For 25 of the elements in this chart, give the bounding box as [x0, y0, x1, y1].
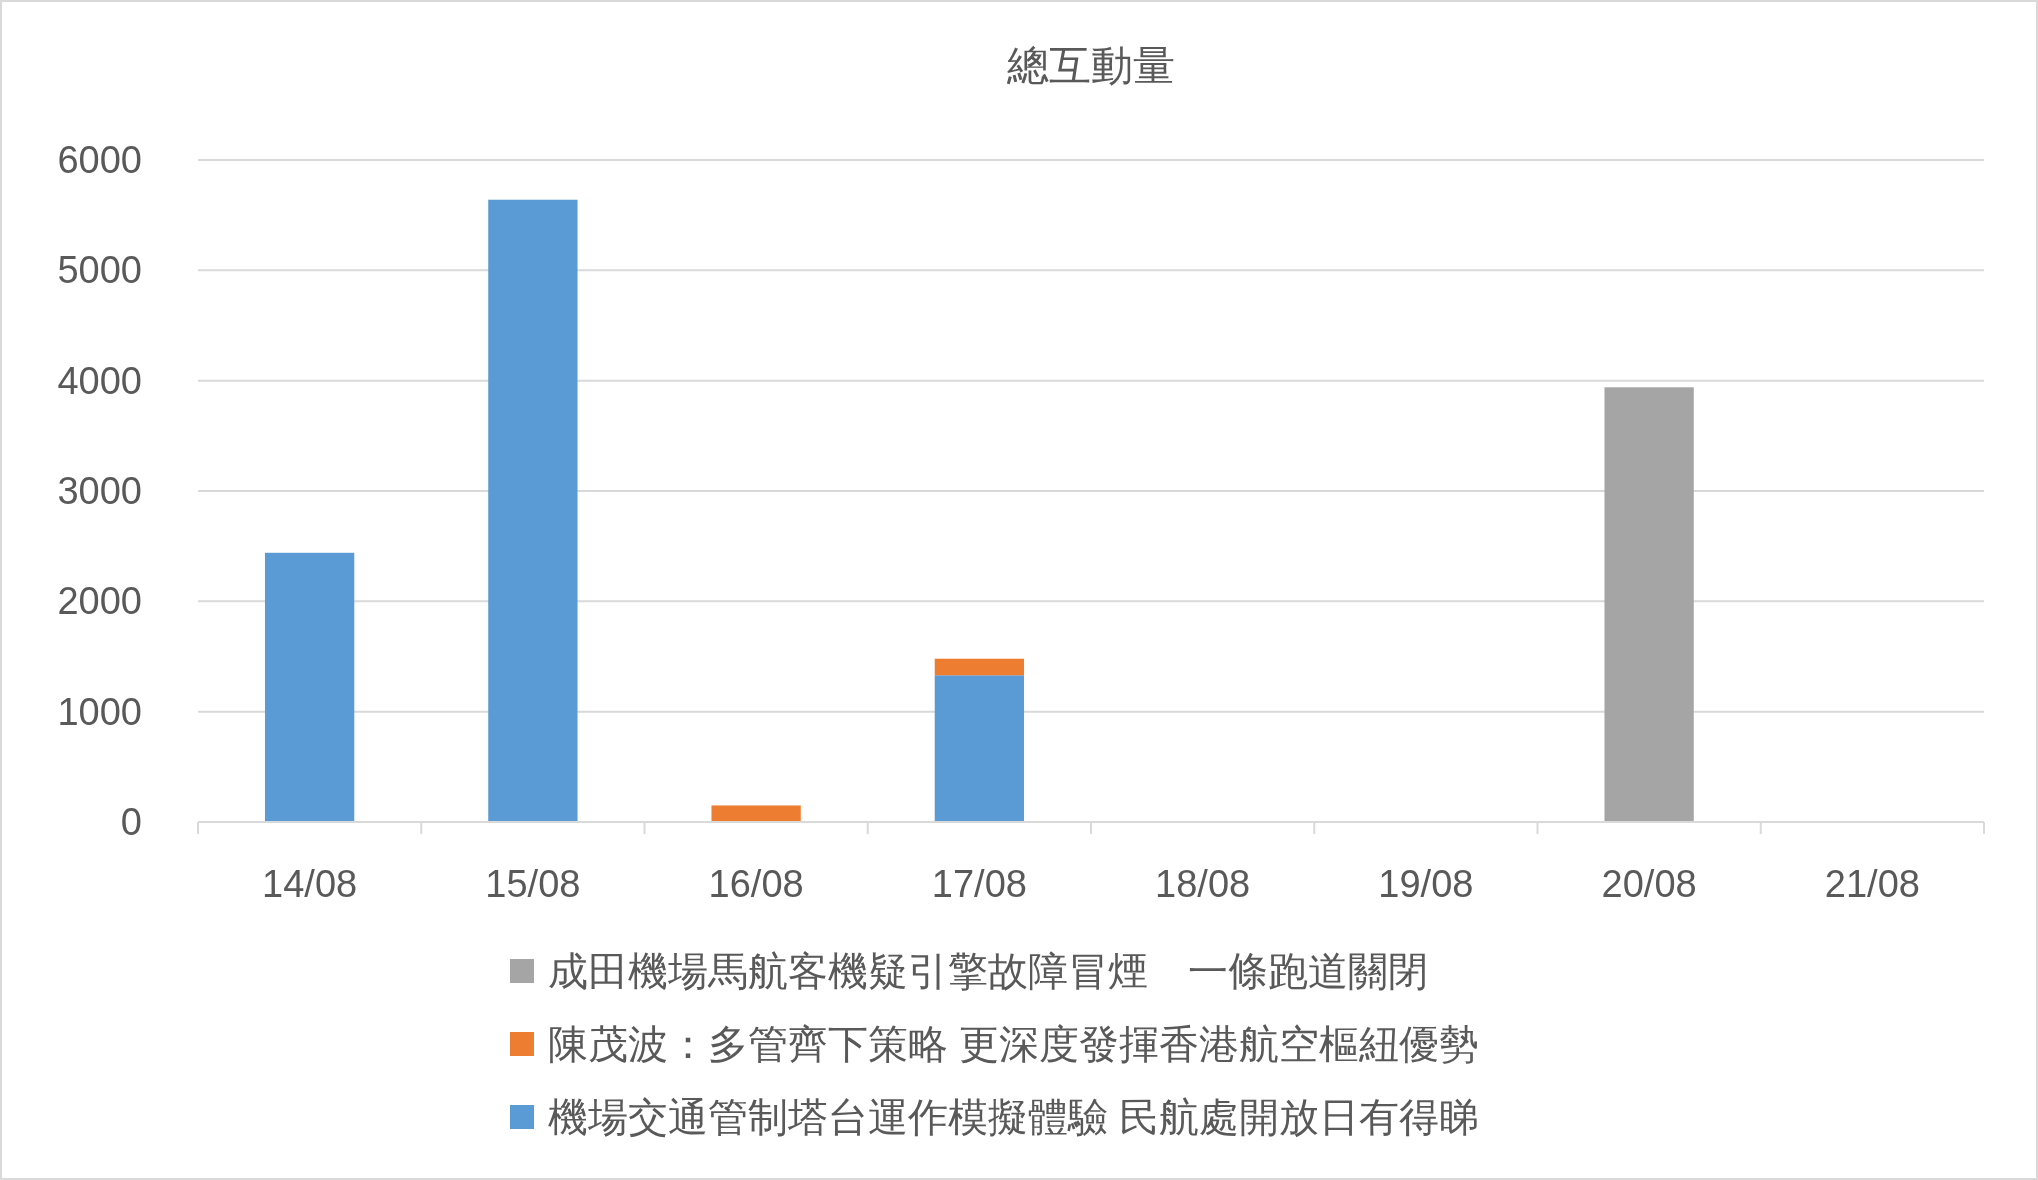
legend-label: 陳茂波：多管齊下策略 更深度發揮香港航空樞紐優勢 [548, 1022, 1480, 1066]
bar [264, 552, 355, 822]
y-tick-label: 5000 [57, 249, 142, 292]
y-tick-label: 3000 [57, 470, 142, 512]
y-tick-label: 0 [120, 801, 142, 843]
x-tick-label: 14/08 [262, 863, 358, 905]
x-tick-label: 20/08 [1601, 863, 1697, 905]
x-tick-label: 15/08 [485, 863, 581, 905]
bar [934, 675, 1025, 822]
legend-label: 成田機場馬航客機疑引擎故障冒煙 一條跑道關閉 [548, 949, 1428, 993]
chart-title: 總互動量 [1006, 42, 1175, 89]
y-tick-label: 4000 [57, 359, 142, 402]
y-tick-label: 2000 [57, 580, 142, 623]
bar [711, 805, 801, 822]
x-tick-label: 18/08 [1155, 863, 1251, 905]
x-tick-label: 21/08 [1824, 863, 1920, 905]
bar [934, 658, 1025, 676]
y-tick-label: 6000 [57, 139, 142, 181]
x-tick-label: 19/08 [1378, 863, 1474, 905]
bar [488, 199, 578, 822]
y-tick-label: 1000 [57, 690, 142, 733]
x-tick-label: 17/08 [931, 863, 1027, 905]
x-tick-label: 16/08 [708, 863, 804, 905]
bar [1604, 387, 1694, 822]
legend-label: 機場交通管制塔台運作模擬體驗 民航處開放日有得睇 [548, 1095, 1480, 1139]
